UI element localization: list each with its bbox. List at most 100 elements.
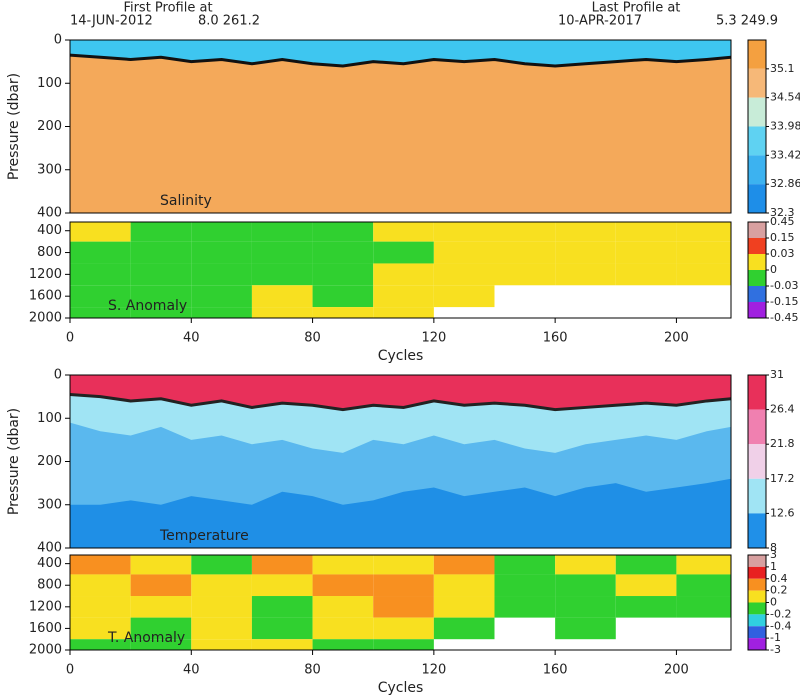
colorbar-band	[748, 409, 766, 445]
heat-cell	[615, 596, 677, 618]
panel-label: Salinity	[160, 193, 212, 209]
colorbar-label: 0.2	[770, 584, 788, 597]
colorbar-band	[748, 155, 766, 185]
heat-cell	[676, 263, 731, 286]
colorbar-frame	[747, 374, 767, 549]
heat-cell	[494, 222, 556, 242]
plot-frame	[69, 221, 732, 319]
y-tick-label: 1600	[29, 621, 62, 636]
heat-cell	[312, 263, 374, 286]
colorbar-band	[748, 614, 766, 627]
heat-cell	[191, 285, 252, 308]
heat-cell	[433, 596, 495, 618]
heat-cell	[70, 555, 131, 575]
colorbar-label: 1	[770, 560, 777, 573]
heat-cell	[251, 639, 313, 650]
heat-cell	[615, 241, 677, 264]
y-axis-label: Pressure (dbar)	[6, 408, 22, 515]
colorbar-label: 32.86	[770, 177, 800, 190]
x-tick-label: 40	[183, 331, 200, 346]
x-tick-label: 40	[183, 663, 200, 678]
colorbar-label: 17.2	[770, 472, 795, 485]
colorbar-label: 26.4	[770, 403, 795, 416]
x-tick-label: 80	[304, 331, 321, 346]
heat-cell	[494, 555, 556, 575]
y-tick-label: 1600	[29, 289, 62, 304]
colorbar-label: -0.4	[770, 619, 791, 632]
colorbar-band	[748, 254, 766, 270]
colorbar-band	[748, 513, 766, 548]
heat-cell	[251, 307, 313, 318]
heat-cell	[433, 285, 495, 308]
colorbar-band	[748, 40, 766, 69]
y-tick-label: 100	[37, 411, 62, 426]
heat-cell	[251, 617, 313, 640]
x-tick-label: 120	[421, 663, 446, 678]
colorbar-label: -0.15	[770, 295, 798, 308]
heat-cell	[251, 285, 313, 308]
heat-cell	[373, 307, 434, 318]
heat-cell	[373, 555, 434, 575]
first-title: First Profile at	[123, 1, 212, 16]
y-tick-label: 800	[37, 578, 62, 593]
heat-cell	[676, 596, 731, 618]
y-tick-label: 300	[37, 497, 62, 512]
y-tick-label: 1200	[29, 599, 62, 614]
x-tick-label: 80	[304, 663, 321, 678]
heat-cell	[130, 307, 192, 318]
x-tick-label: 160	[543, 663, 568, 678]
colorbar-band	[748, 626, 766, 639]
layer-area	[70, 40, 731, 66]
heat-cell	[555, 555, 616, 575]
colorbar-label: -0.2	[770, 607, 791, 620]
colorbar-band	[748, 302, 766, 318]
heat-cell	[191, 574, 252, 597]
heat-cell	[191, 555, 252, 575]
y-tick-label: 400	[37, 206, 62, 221]
heat-cell	[312, 555, 374, 575]
layer-line	[69, 53, 732, 68]
heat-cell	[191, 307, 252, 318]
y-tick-label: 400	[37, 541, 62, 556]
y-axis-label: Pressure (dbar)	[6, 73, 22, 180]
heat-cell	[191, 222, 252, 242]
colorbar-label: 31	[770, 368, 784, 381]
first-pos: 8.0 261.2	[198, 14, 260, 29]
heat-cell	[433, 263, 495, 286]
y-tick-label: 0	[54, 33, 62, 48]
heat-cell	[70, 639, 131, 650]
heat-cell	[251, 263, 313, 286]
heat-cell	[433, 555, 495, 575]
panel-label: S. Anomaly	[108, 298, 187, 314]
heat-cell	[433, 617, 495, 640]
heat-cell	[251, 596, 313, 618]
heat-cell	[191, 596, 252, 618]
heat-cell	[70, 263, 131, 286]
heat-cell	[312, 285, 374, 308]
heat-cell	[130, 285, 192, 308]
x-tick-label: 0	[66, 663, 74, 678]
y-tick-label: 100	[37, 76, 62, 91]
heat-cell	[130, 574, 192, 597]
heat-cell	[555, 222, 616, 242]
colorbar-band	[748, 184, 766, 213]
heat-cell	[70, 222, 131, 242]
heat-cell	[373, 222, 434, 242]
y-tick-label: 200	[37, 119, 62, 134]
colorbar-band	[748, 590, 766, 603]
colorbar-label: 0.4	[770, 572, 788, 585]
colorbar-band	[748, 555, 766, 567]
colorbar-label: -0.03	[770, 279, 798, 292]
heat-cell	[191, 617, 252, 640]
heat-cell	[373, 285, 434, 308]
y-tick-label: 300	[37, 162, 62, 177]
last-pos: 5.3 249.9	[716, 14, 778, 29]
colorbar-label: -0.45	[770, 311, 798, 324]
heat-cell	[70, 617, 131, 640]
heat-cell	[70, 307, 131, 318]
y-tick-label: 200	[37, 454, 62, 469]
heat-cell	[676, 555, 731, 575]
heat-cell	[676, 241, 731, 264]
y-tick-label: 800	[37, 245, 62, 260]
